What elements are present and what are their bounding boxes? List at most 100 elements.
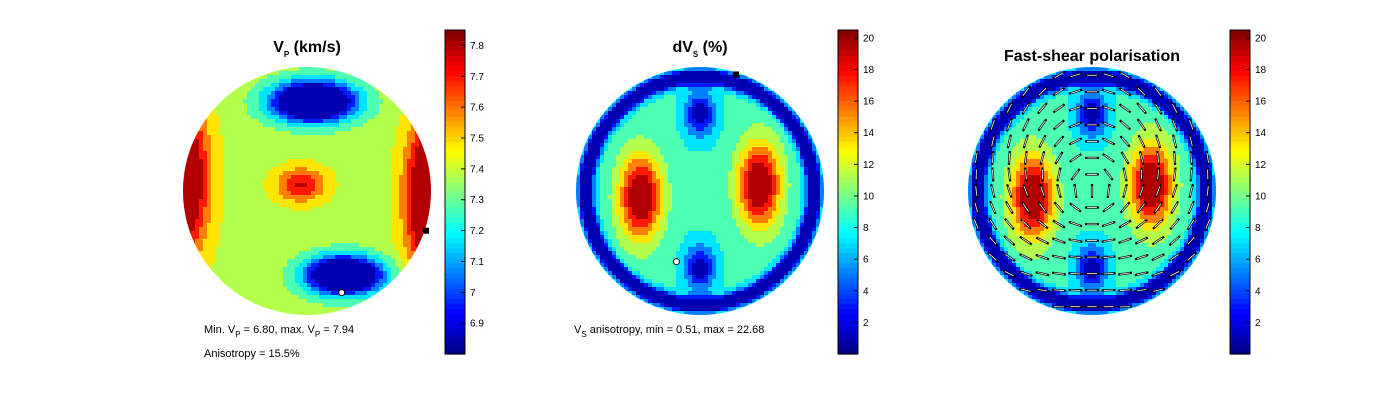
contour-cell xyxy=(760,179,765,184)
contour-cell xyxy=(215,123,220,128)
contour-cell xyxy=(275,199,280,204)
contour-cell xyxy=(219,231,224,236)
contour-cell xyxy=(207,227,212,232)
contour-cell xyxy=(323,303,328,308)
contour-cell xyxy=(363,87,368,92)
contour-cell xyxy=(740,123,745,128)
contour-cell xyxy=(419,167,424,172)
contour-cell xyxy=(247,111,252,116)
contour-cell xyxy=(259,91,264,96)
contour-cell xyxy=(664,183,669,188)
contour-cell xyxy=(279,275,284,280)
contour-cell xyxy=(279,163,284,168)
contour-cell xyxy=(768,91,773,96)
colorbar-tick-label: 7.5 xyxy=(470,134,484,145)
contour-cell xyxy=(243,79,248,84)
contour-cell xyxy=(592,167,597,172)
contour-cell xyxy=(227,279,232,284)
contour-cell xyxy=(215,119,220,124)
contour-cell xyxy=(636,163,641,168)
contour-cell xyxy=(251,139,256,144)
contour-cell xyxy=(792,187,797,192)
contour-cell xyxy=(808,155,813,160)
contour-cell xyxy=(712,195,717,200)
contour-cell xyxy=(379,267,384,272)
contour-cell xyxy=(323,243,328,248)
contour-cell xyxy=(395,191,400,196)
contour-cell xyxy=(632,91,637,96)
contour-cell xyxy=(788,151,793,156)
contour-cell xyxy=(379,115,384,120)
contour-cell xyxy=(403,143,408,148)
contour-cell xyxy=(315,159,320,164)
contour-cell xyxy=(375,211,380,216)
contour-cell xyxy=(219,139,224,144)
contour-cell xyxy=(724,135,729,140)
contour-cell xyxy=(311,167,316,172)
contour-cell xyxy=(223,99,228,104)
contour-cell xyxy=(383,199,388,204)
contour-cell xyxy=(315,163,320,168)
contour-cell xyxy=(243,131,248,136)
contour-cell xyxy=(211,183,216,188)
contour-cell xyxy=(223,255,228,260)
contour-cell xyxy=(792,111,797,116)
contour-cell xyxy=(347,247,352,252)
contour-cell xyxy=(339,171,344,176)
contour-cell xyxy=(355,151,360,156)
contour-cell xyxy=(732,163,737,168)
contour-cell xyxy=(768,195,773,200)
contour-cell xyxy=(319,275,324,280)
contour-cell xyxy=(379,291,384,296)
contour-cell xyxy=(668,91,673,96)
dvs-title: dVS (%) xyxy=(672,39,727,59)
contour-cell xyxy=(688,135,693,140)
contour-cell xyxy=(287,71,292,76)
contour-cell xyxy=(608,123,613,128)
contour-cell xyxy=(584,167,589,172)
contour-cell xyxy=(235,83,240,88)
contour-cell xyxy=(287,243,292,248)
contour-cell xyxy=(339,247,344,252)
contour-cell xyxy=(676,111,681,116)
contour-cell xyxy=(632,119,637,124)
contour-cell xyxy=(411,147,416,152)
contour-cell xyxy=(628,187,633,192)
contour-cell xyxy=(724,79,729,84)
contour-cell xyxy=(608,167,613,172)
contour-cell xyxy=(784,171,789,176)
contour-cell xyxy=(243,191,248,196)
contour-cell xyxy=(371,267,376,272)
contour-cell xyxy=(612,191,617,196)
contour-cell xyxy=(371,227,376,232)
contour-cell xyxy=(355,191,360,196)
contour-cell xyxy=(399,127,404,132)
contour-cell xyxy=(191,211,196,216)
contour-cell xyxy=(724,175,729,180)
contour-cell xyxy=(696,87,701,92)
contour-cell xyxy=(760,99,765,104)
contour-cell xyxy=(355,235,360,240)
contour-cell xyxy=(375,235,380,240)
contour-cell xyxy=(688,163,693,168)
contour-cell xyxy=(668,195,673,200)
contour-cell xyxy=(391,199,396,204)
contour-cell xyxy=(307,267,312,272)
contour-cell xyxy=(187,231,192,236)
contour-cell xyxy=(391,211,396,216)
contour-cell xyxy=(612,147,617,152)
contour-cell xyxy=(239,159,244,164)
contour-cell xyxy=(656,103,661,108)
contour-cell xyxy=(247,283,252,288)
contour-cell xyxy=(359,287,364,292)
contour-cell xyxy=(764,107,769,112)
contour-cell xyxy=(720,147,725,152)
contour-cell xyxy=(283,207,288,212)
contour-cell xyxy=(704,95,709,100)
contour-cell xyxy=(620,191,625,196)
contour-cell xyxy=(363,283,368,288)
contour-cell xyxy=(335,303,340,308)
contour-cell xyxy=(656,195,661,200)
contour-cell xyxy=(359,215,364,220)
contour-cell xyxy=(251,99,256,104)
